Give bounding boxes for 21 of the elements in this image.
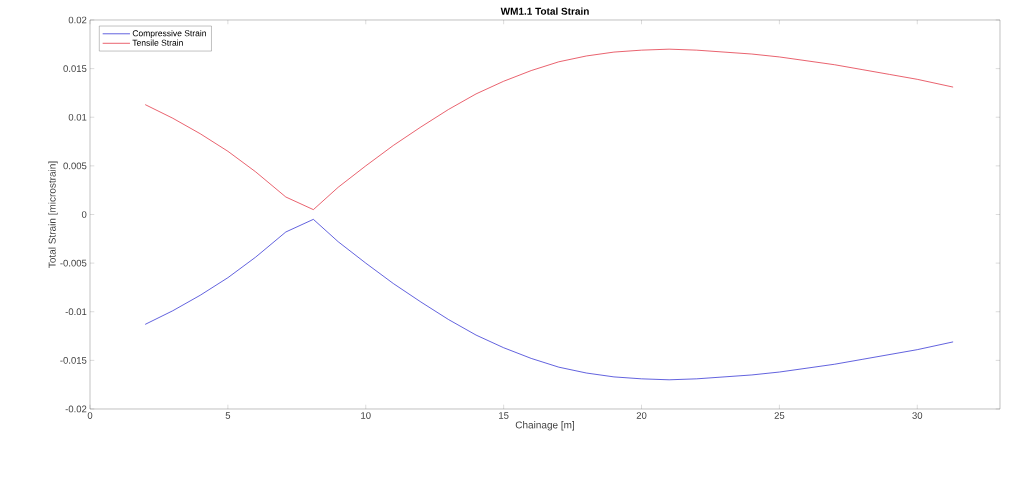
legend-label: Compressive Strain [132, 30, 206, 38]
y-tick-label: 0.015 [63, 65, 87, 72]
y-tick-label: 0.02 [68, 16, 87, 24]
x-tick-label: 30 [912, 412, 923, 419]
y-tick-label: -0.01 [65, 308, 87, 316]
x-tick-label: 15 [499, 412, 509, 419]
x-tick-label: 25 [774, 412, 785, 419]
y-tick-label: 0.005 [63, 162, 87, 170]
y-axis-title: Total Strain [microstrain] [48, 161, 58, 268]
chart-title: WM1.1 Total Strain [500, 7, 589, 15]
x-tick-label: 10 [361, 412, 371, 419]
y-tick-label: -0.005 [60, 259, 87, 267]
y-tick-label: -0.02 [65, 405, 87, 413]
x-tick-label: 0 [87, 412, 93, 419]
x-tick-label: 20 [636, 412, 647, 419]
x-tick-label: 5 [225, 412, 231, 419]
y-tick-label: -0.015 [60, 357, 87, 364]
y-tick-label: 0 [81, 211, 87, 218]
x-axis-title: Chainage [m] [515, 421, 575, 431]
y-tick-label: 0.01 [68, 113, 87, 121]
legend-label: Tensile Strain [132, 39, 183, 46]
